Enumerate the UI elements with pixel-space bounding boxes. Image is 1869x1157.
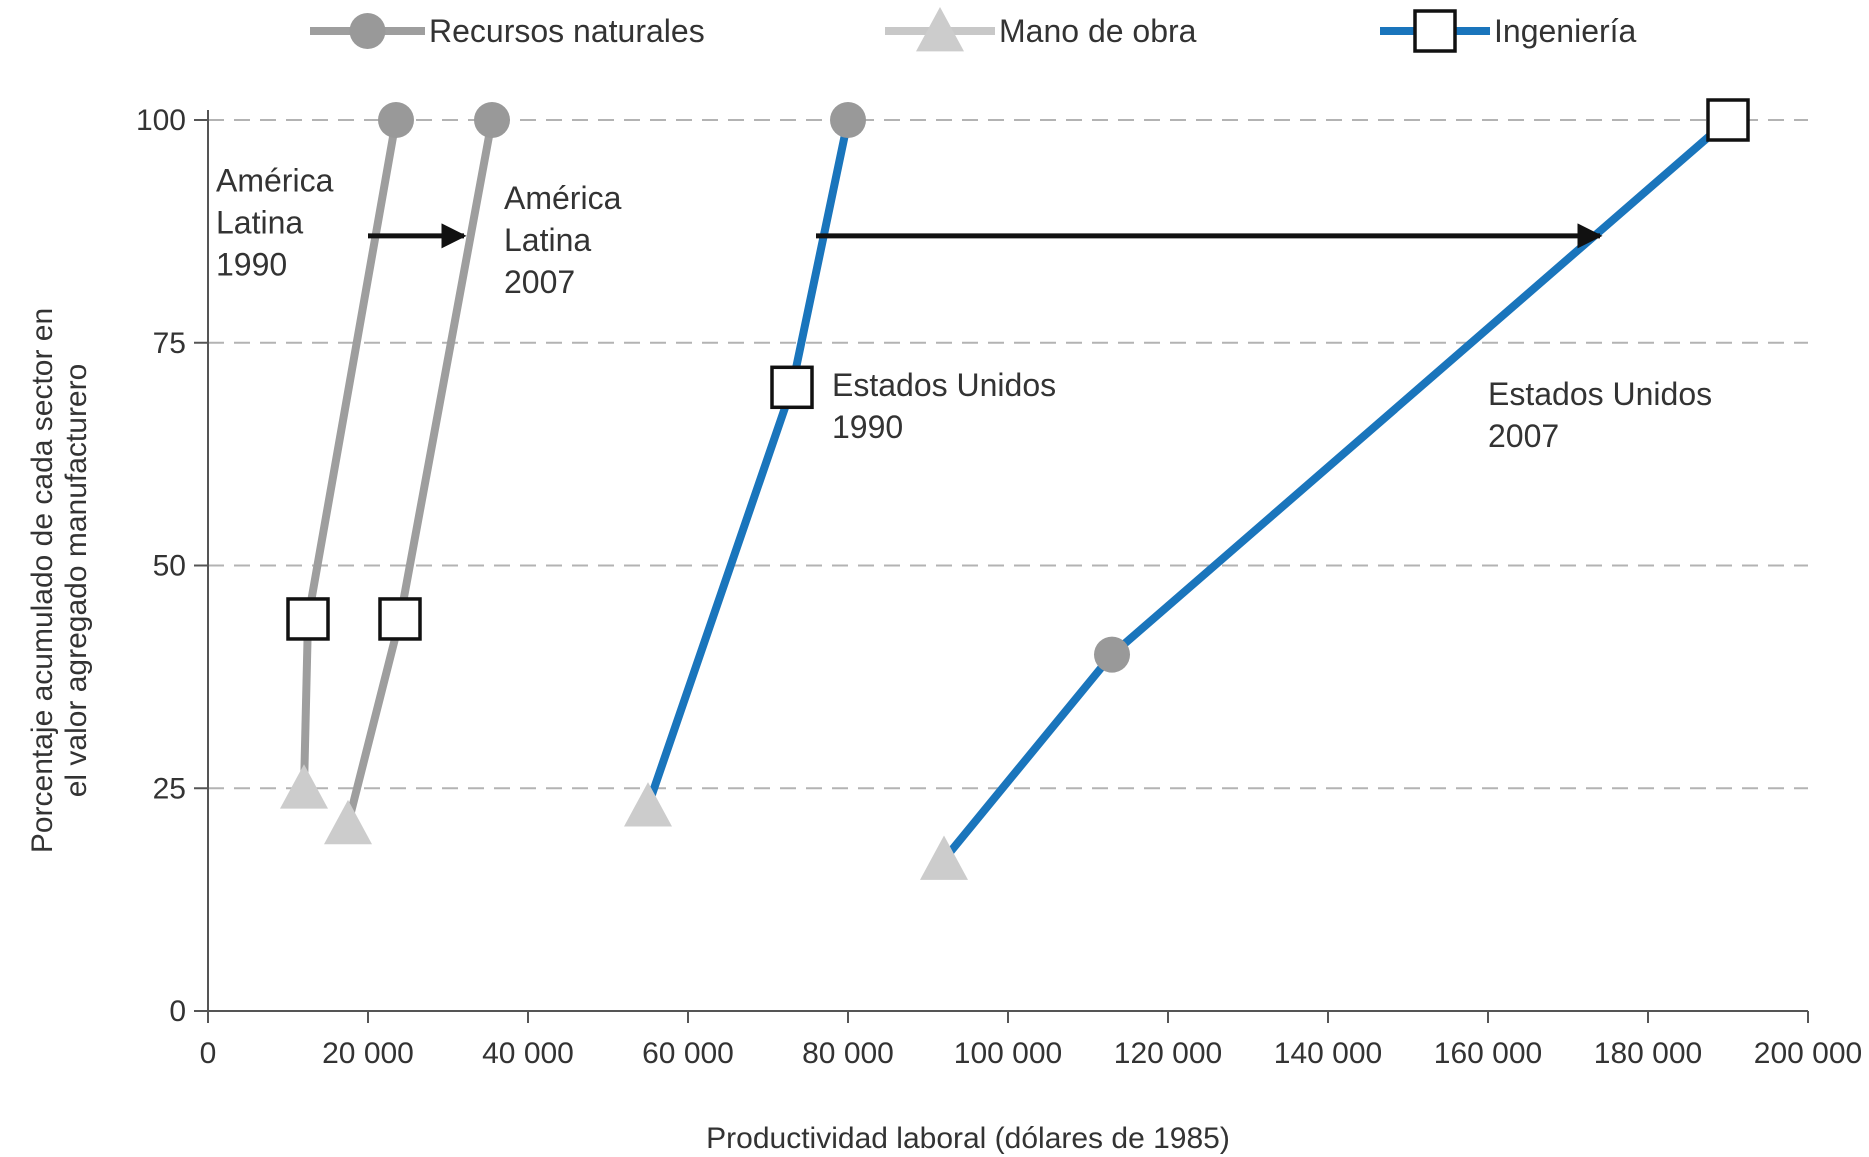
annotation-estados-unidos-1990: Estados Unidos 1990 xyxy=(832,367,1056,445)
x-tick-label-160000: 160 000 xyxy=(1434,1037,1542,1070)
y-axis-title-line-1: Porcentaje acumulado de cada sector en xyxy=(26,308,59,853)
curve-estados-unidos-1990 xyxy=(644,119,852,808)
x-tick-label-140000: 140 000 xyxy=(1274,1037,1382,1070)
annotation-line: 1990 xyxy=(832,409,903,445)
gridlines xyxy=(208,119,1808,790)
y-tick-label-50: 50 xyxy=(153,550,186,583)
y-tick-label-100: 100 xyxy=(136,104,186,137)
point-estados-unidos-2007-recursos-naturales xyxy=(1094,636,1130,673)
curve-estados-unidos-2007 xyxy=(940,116,1731,863)
point-america-latina-1990-ingenieria xyxy=(286,597,330,641)
point-america-latina-2007-ingenieria xyxy=(378,597,422,641)
legend-label-mano-de-obra: Mano de obra xyxy=(999,13,1197,49)
x-tick-label-60000: 60 000 xyxy=(642,1037,734,1070)
point-estados-unidos-2007-mano-de-obra xyxy=(920,835,968,880)
x-tick-label-120000: 120 000 xyxy=(1114,1037,1222,1070)
legend-marker-mano-de-obra xyxy=(916,7,964,52)
x-axis-title: Productividad laboral (dólares de 1985) xyxy=(706,1122,1230,1155)
x-tick-label-100000: 100 000 xyxy=(954,1037,1062,1070)
annotation-line: 2007 xyxy=(504,264,575,300)
legend-label-recursos-naturales: Recursos naturales xyxy=(429,13,705,49)
point-estados-unidos-1990-ingenieria xyxy=(770,365,814,410)
series-curves xyxy=(280,98,1750,880)
legend-label-ingenieria: Ingeniería xyxy=(1494,13,1637,49)
x-tick-label-80000: 80 000 xyxy=(802,1037,894,1070)
x-tick-label-40000: 40 000 xyxy=(482,1037,574,1070)
axes: 0 25 50 75 100 0 20 000 40 000 60 000 80 000 100 0… xyxy=(26,104,1862,1155)
y-tick-label-0: 0 xyxy=(169,995,186,1028)
x-tick-label-180000: 180 000 xyxy=(1594,1037,1702,1070)
point-estados-unidos-1990-recursos-naturales xyxy=(830,102,866,138)
annotation-line: América xyxy=(216,162,334,198)
point-america-latina-2007-mano-de-obra xyxy=(324,799,372,845)
point-america-latina-1990-mano-de-obra xyxy=(280,764,328,809)
annotation-line: Estados Unidos xyxy=(832,367,1056,403)
y-axis-title-line-2: el valor agregado manufacturero xyxy=(60,364,93,798)
annotation-line: Latina xyxy=(504,222,591,258)
point-america-latina-1990-recursos-naturales xyxy=(378,102,414,138)
y-tick-label-75: 75 xyxy=(153,327,186,360)
y-tick-label-25: 25 xyxy=(153,772,186,805)
annotation-line: Latina xyxy=(216,204,303,240)
curve-america-latina-2007 xyxy=(344,119,496,825)
annotation-america-latina-2007: América Latina 2007 xyxy=(504,180,622,300)
annotation-line: Estados Unidos xyxy=(1488,376,1712,412)
x-tick-label-0: 0 xyxy=(200,1037,217,1070)
legend-marker-recursos-naturales xyxy=(349,13,386,49)
annotation-line: América xyxy=(504,180,622,216)
point-estados-unidos-1990-mano-de-obra xyxy=(624,782,672,827)
legend: Recursos naturales Mano de obra Ingeniería xyxy=(310,7,1637,53)
annotation-estados-unidos-2007: Estados Unidos 2007 xyxy=(1488,376,1712,454)
annotation-america-latina-1990: América Latina 1990 xyxy=(216,162,334,282)
point-estados-unidos-2007-ingenieria xyxy=(1706,98,1750,142)
annotations: AméricaLatina1990AméricaLatina2007Estado… xyxy=(216,162,1712,454)
annotation-line: 1990 xyxy=(216,246,287,282)
x-tick-label-200000: 200 000 xyxy=(1754,1037,1862,1070)
y-axis-title: Porcentaje acumulado de cada sector en el… xyxy=(26,308,93,853)
annotation-line: 2007 xyxy=(1488,418,1559,454)
x-tick-label-20000: 20 000 xyxy=(322,1037,414,1070)
legend-marker-ingenieria xyxy=(1413,9,1457,53)
point-america-latina-2007-recursos-naturales xyxy=(474,102,510,138)
